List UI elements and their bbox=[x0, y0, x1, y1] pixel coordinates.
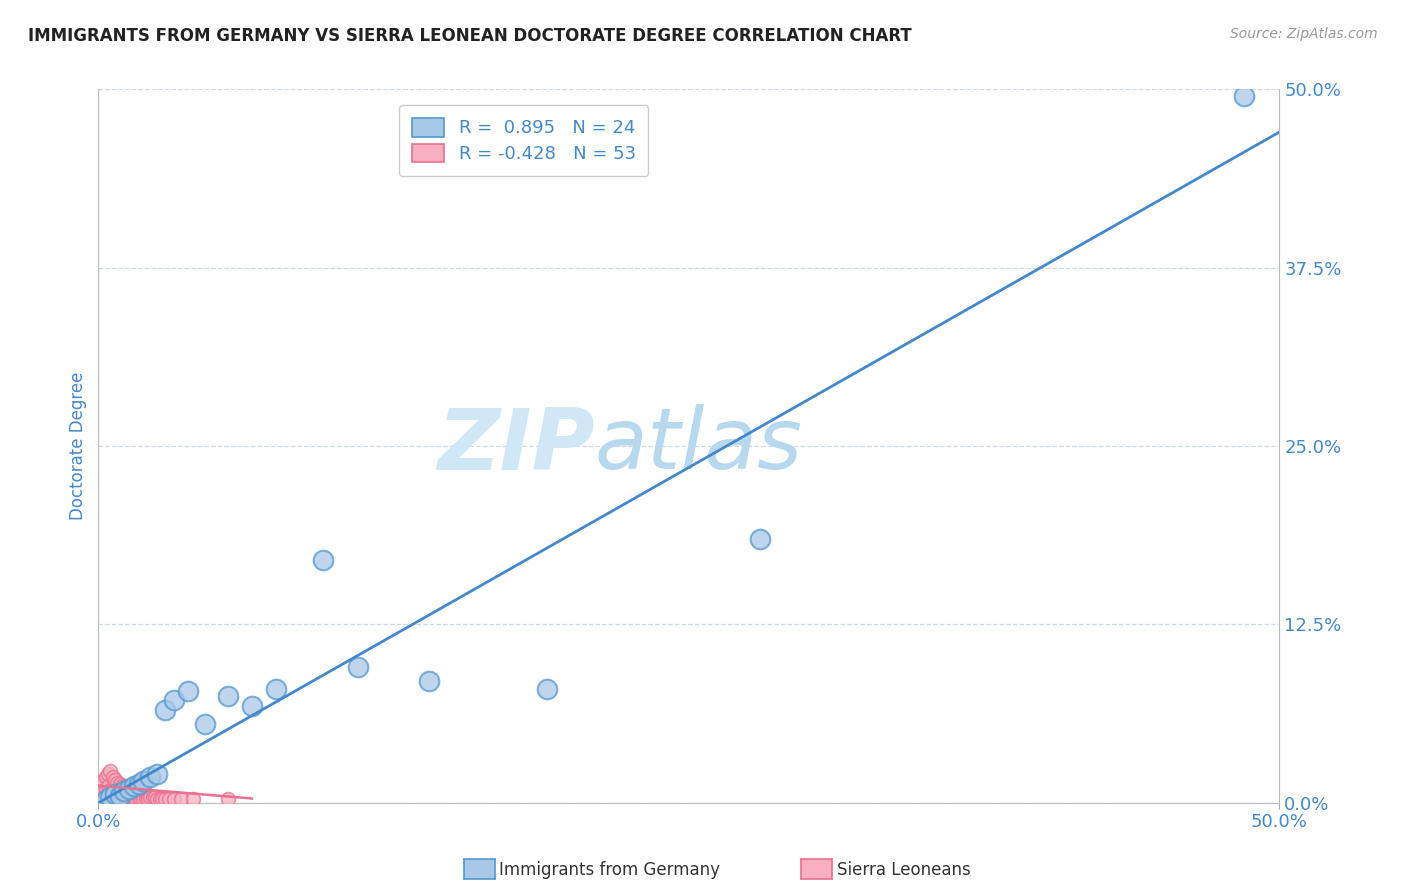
Point bbox=[181, 791, 204, 805]
Point bbox=[135, 791, 157, 805]
Point bbox=[108, 787, 131, 801]
Point bbox=[136, 791, 159, 805]
Text: Source: ZipAtlas.com: Source: ZipAtlas.com bbox=[1230, 27, 1378, 41]
Point bbox=[153, 791, 176, 805]
Text: IMMIGRANTS FROM GERMANY VS SIERRA LEONEAN DOCTORATE DEGREE CORRELATION CHART: IMMIGRANTS FROM GERMANY VS SIERRA LEONEA… bbox=[28, 27, 912, 45]
Point bbox=[94, 770, 117, 784]
Point bbox=[146, 767, 169, 781]
Point bbox=[125, 791, 148, 805]
Point bbox=[748, 532, 770, 546]
Point bbox=[112, 784, 135, 798]
Point bbox=[146, 791, 169, 805]
Point bbox=[240, 698, 263, 713]
Point bbox=[149, 791, 172, 805]
Point bbox=[132, 789, 155, 803]
Point bbox=[104, 772, 127, 787]
Point bbox=[128, 791, 150, 805]
Point bbox=[129, 787, 152, 801]
Point bbox=[121, 790, 143, 805]
Point bbox=[101, 770, 124, 784]
Point bbox=[91, 784, 114, 798]
Point bbox=[105, 776, 128, 790]
Text: ZIP: ZIP bbox=[437, 404, 595, 488]
Point bbox=[108, 777, 131, 791]
Point bbox=[1233, 89, 1256, 103]
Point bbox=[104, 787, 127, 801]
Point bbox=[536, 681, 558, 696]
Point bbox=[194, 717, 217, 731]
Point bbox=[135, 789, 157, 803]
Point bbox=[129, 791, 152, 805]
Point bbox=[132, 791, 155, 805]
Point bbox=[94, 781, 117, 796]
Point bbox=[98, 764, 121, 779]
Point bbox=[128, 777, 150, 791]
Point bbox=[115, 789, 138, 803]
Point bbox=[170, 791, 193, 805]
Point bbox=[122, 786, 145, 800]
Point bbox=[90, 779, 112, 793]
Point bbox=[217, 689, 239, 703]
Point bbox=[122, 779, 145, 793]
Point bbox=[101, 781, 124, 796]
Point bbox=[118, 783, 141, 797]
Point bbox=[98, 790, 121, 805]
Point bbox=[118, 790, 141, 805]
Point bbox=[118, 781, 141, 796]
Point bbox=[122, 790, 145, 805]
Point bbox=[142, 790, 165, 805]
Text: Immigrants from Germany: Immigrants from Germany bbox=[499, 861, 720, 879]
Text: atlas: atlas bbox=[595, 404, 803, 488]
Point bbox=[91, 774, 114, 789]
Y-axis label: Doctorate Degree: Doctorate Degree bbox=[69, 372, 87, 520]
Point bbox=[125, 786, 148, 800]
Legend: R =  0.895   N = 24, R = -0.428   N = 53: R = 0.895 N = 24, R = -0.428 N = 53 bbox=[399, 105, 648, 176]
Point bbox=[153, 703, 176, 717]
Point bbox=[217, 791, 239, 805]
Point bbox=[136, 789, 159, 803]
Point bbox=[163, 693, 186, 707]
Point bbox=[139, 770, 162, 784]
Point bbox=[177, 684, 200, 698]
Point bbox=[115, 781, 138, 796]
Point bbox=[94, 793, 117, 807]
Point bbox=[105, 786, 128, 800]
Point bbox=[157, 791, 180, 805]
Point bbox=[143, 790, 166, 805]
Point bbox=[121, 784, 143, 798]
Point bbox=[128, 787, 150, 801]
Point bbox=[312, 553, 335, 567]
Point bbox=[98, 783, 121, 797]
Point bbox=[139, 790, 162, 805]
Text: Sierra Leoneans: Sierra Leoneans bbox=[837, 861, 970, 879]
Point bbox=[108, 789, 131, 803]
Point bbox=[112, 780, 135, 794]
Point bbox=[418, 674, 440, 689]
Point bbox=[111, 789, 134, 803]
Point bbox=[97, 767, 120, 781]
Point bbox=[104, 784, 127, 798]
Point bbox=[111, 779, 134, 793]
Point bbox=[150, 791, 173, 805]
Point bbox=[347, 660, 370, 674]
Point bbox=[97, 779, 120, 793]
Point bbox=[264, 681, 287, 696]
Point bbox=[112, 787, 135, 801]
Point bbox=[132, 774, 155, 789]
Point bbox=[163, 791, 186, 805]
